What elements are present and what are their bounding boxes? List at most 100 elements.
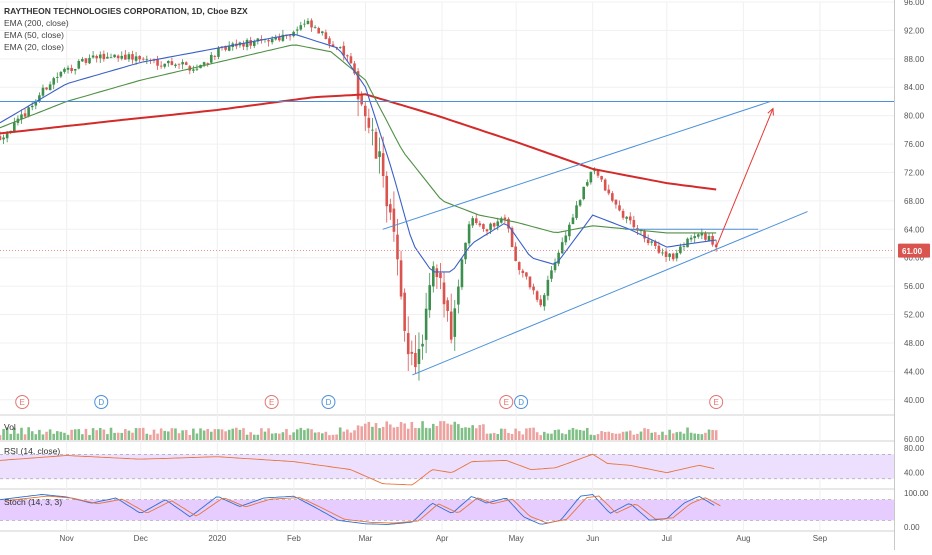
candle-body <box>116 55 120 59</box>
volume-bar <box>543 431 546 440</box>
x-tick-label: Sep <box>813 534 828 543</box>
candle-body <box>184 62 188 65</box>
stoch-title: Stoch (14, 3, 3) <box>4 497 63 507</box>
candle-body <box>525 272 528 277</box>
x-tick-label: Feb <box>287 534 301 543</box>
volume-bar <box>163 430 167 440</box>
volume-bar <box>127 430 131 440</box>
candle-body <box>30 105 34 108</box>
candle-body <box>478 223 482 226</box>
volume-bar <box>582 430 585 440</box>
candle-body <box>449 311 453 340</box>
candle-body <box>507 218 510 229</box>
volume-bar <box>381 426 385 440</box>
volume-bar <box>299 427 303 440</box>
volume-bar <box>449 424 453 440</box>
volume-bar <box>70 429 73 440</box>
volume-bar <box>152 429 156 440</box>
volume-bar <box>389 424 392 440</box>
candle-body <box>460 259 464 288</box>
volume-bar <box>571 427 575 440</box>
volume-bar <box>120 432 124 440</box>
event-marker[interactable] <box>264 395 279 409</box>
volume-bar <box>292 432 295 440</box>
volume-bar <box>424 427 428 440</box>
candle-body <box>496 221 500 227</box>
candle-body <box>557 252 560 264</box>
volume-bar <box>59 431 63 440</box>
candle-body <box>367 117 371 128</box>
volume-bar <box>575 429 578 440</box>
volume-bar <box>378 428 381 440</box>
candle-body <box>410 351 414 354</box>
volume-bar <box>478 424 482 440</box>
candle-body <box>679 246 682 254</box>
volume-bar <box>453 421 457 440</box>
volume-bar <box>560 433 564 440</box>
volume-bar <box>34 434 38 440</box>
candle-body <box>500 218 503 223</box>
event-marker[interactable] <box>321 395 336 409</box>
volume-bar <box>643 428 646 440</box>
volume-bar <box>704 432 707 440</box>
candle-body <box>320 31 324 34</box>
event-marker-label: E <box>504 398 509 407</box>
candle-body <box>127 54 131 60</box>
volume-bar <box>546 433 550 440</box>
price-tick-label: 80.00 <box>904 112 925 121</box>
candle-body <box>492 223 496 227</box>
candle-body <box>342 45 346 56</box>
volume-bar <box>138 428 141 440</box>
volume-bar <box>113 432 116 440</box>
volume-bar <box>342 431 346 440</box>
event-marker-label: E <box>20 398 25 407</box>
candle-body <box>70 67 73 72</box>
candle-body <box>424 308 428 340</box>
volume-bar <box>514 428 517 440</box>
volume-bar <box>48 429 52 440</box>
volume-bar <box>356 425 360 440</box>
candle-body <box>48 84 52 91</box>
candle-body <box>81 59 84 62</box>
volume-bar <box>607 431 611 440</box>
volume-bar <box>500 428 503 440</box>
volume-bar <box>95 430 98 440</box>
volume-bar <box>98 427 102 440</box>
volume-bar <box>77 429 81 440</box>
candle-body <box>13 122 16 132</box>
event-marker[interactable] <box>514 395 529 409</box>
volume-bar <box>625 431 628 440</box>
volume-bar <box>650 432 654 440</box>
volume-bar <box>471 425 474 440</box>
volume-bar <box>106 434 109 440</box>
event-marker[interactable] <box>94 395 109 409</box>
volume-bar <box>13 427 16 440</box>
candle-body <box>260 38 263 40</box>
event-marker[interactable] <box>499 395 514 409</box>
volume-bar <box>159 428 163 440</box>
event-marker[interactable] <box>709 395 724 409</box>
event-marker[interactable] <box>15 395 30 409</box>
candle-body <box>582 186 585 200</box>
volume-bar <box>367 421 371 440</box>
volume-bar <box>439 421 442 440</box>
candle-body <box>668 253 671 257</box>
volume-bar <box>310 429 313 440</box>
volume-bar <box>9 433 13 440</box>
volume-bar <box>134 428 138 440</box>
volume-bar <box>503 428 507 440</box>
volume-bar <box>535 432 539 440</box>
volume-bar <box>568 429 571 440</box>
candle-body <box>156 59 159 66</box>
stoch-d-line <box>6 495 721 524</box>
volume-bar <box>496 434 500 440</box>
candle-body <box>249 40 252 46</box>
candle-body <box>431 266 435 287</box>
volume-bar <box>274 433 278 440</box>
volume-bar <box>306 428 310 440</box>
candle-body <box>77 60 81 69</box>
candle-body <box>421 343 424 347</box>
candle-body <box>428 285 432 311</box>
volume-bar <box>532 427 535 440</box>
volume-bar <box>116 432 120 440</box>
